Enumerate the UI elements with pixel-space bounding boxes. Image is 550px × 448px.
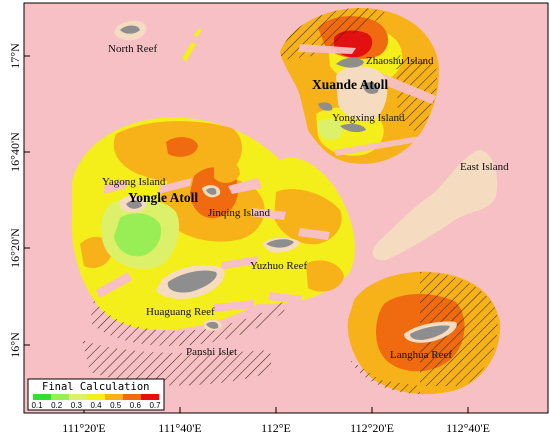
legend-swatch bbox=[105, 394, 124, 400]
lat-tick-16n: 16°N bbox=[8, 332, 22, 358]
legend: Final Calculation 0.1 0.2 0.3 0.4 0.5 0.6 0.7 bbox=[27, 378, 165, 411]
legend-title: Final Calculation bbox=[42, 381, 149, 393]
lat-tick-16-20n: 16°20'N bbox=[8, 228, 22, 268]
legend-tick-label: 0.4 bbox=[90, 401, 102, 410]
southern-hatched-band bbox=[82, 340, 272, 386]
place-labels: North Reef Zhaoshu Island Xuande Atoll Y… bbox=[102, 43, 509, 361]
label-yagong-island: Yagong Island bbox=[102, 176, 166, 188]
label-zhaoshu-island: Zhaoshu Island bbox=[366, 55, 434, 67]
label-yongle-atoll: Yongle Atoll bbox=[128, 190, 198, 205]
label-east-island: East Island bbox=[460, 161, 509, 173]
langhua-reef-zone bbox=[347, 271, 501, 395]
legend-swatch bbox=[141, 394, 160, 400]
label-yuzhuo-reef: Yuzhuo Reef bbox=[250, 260, 307, 272]
label-langhua-reef: Langhua Reef bbox=[390, 349, 452, 361]
legend-tick-label: 0.7 bbox=[149, 401, 161, 410]
lon-tick-111-40e: 111°40'E bbox=[158, 421, 201, 435]
legend-swatch bbox=[123, 394, 142, 400]
label-north-reef: North Reef bbox=[108, 43, 158, 55]
lon-tick-112e: 112°E bbox=[261, 421, 291, 435]
legend-swatch bbox=[87, 394, 106, 400]
legend-tick-label: 0.1 bbox=[31, 401, 43, 410]
legend-swatch bbox=[33, 394, 52, 400]
label-yongxing-island: Yongxing Island bbox=[332, 112, 405, 124]
label-xuande-atoll: Xuande Atoll bbox=[312, 77, 388, 92]
legend-swatch bbox=[69, 394, 88, 400]
map-body: North Reef Zhaoshu Island Xuande Atoll Y… bbox=[24, 3, 548, 413]
latitude-axis: 17°N 16°40'N 16°20'N 16°N bbox=[8, 43, 30, 358]
map-frame bbox=[23, 2, 549, 414]
label-panshi-islet: Panshi Islet bbox=[186, 346, 237, 358]
longitude-axis: 111°20'E 111°40'E 112°E 112°20'E 112°40'… bbox=[62, 407, 490, 435]
label-jinqing-island: Jinqing Island bbox=[208, 207, 271, 219]
lon-tick-112-20e: 112°20'E bbox=[350, 421, 394, 435]
lat-tick-17n: 17°N bbox=[8, 43, 22, 69]
legend-tick-label: 0.6 bbox=[130, 401, 142, 410]
label-huaguang-reef: Huaguang Reef bbox=[146, 306, 215, 318]
lon-tick-111-20e: 111°20'E bbox=[62, 421, 105, 435]
legend-swatch bbox=[51, 394, 70, 400]
lon-tick-112-40e: 112°40'E bbox=[446, 421, 490, 435]
east-island-zone bbox=[372, 150, 498, 261]
legend-tick-label: 0.2 bbox=[51, 401, 63, 410]
legend-tick-label: 0.3 bbox=[71, 401, 83, 410]
legend-tick-label: 0.5 bbox=[110, 401, 122, 410]
north-reef-zone bbox=[114, 20, 202, 62]
lat-tick-16-40n: 16°40'N bbox=[8, 132, 22, 172]
xuande-atoll-zone bbox=[280, 8, 439, 164]
yongle-atoll-zone bbox=[71, 117, 355, 346]
legend-colorbar bbox=[33, 394, 160, 400]
legend-tick-labels: 0.1 0.2 0.3 0.4 0.5 0.6 0.7 bbox=[31, 401, 161, 410]
